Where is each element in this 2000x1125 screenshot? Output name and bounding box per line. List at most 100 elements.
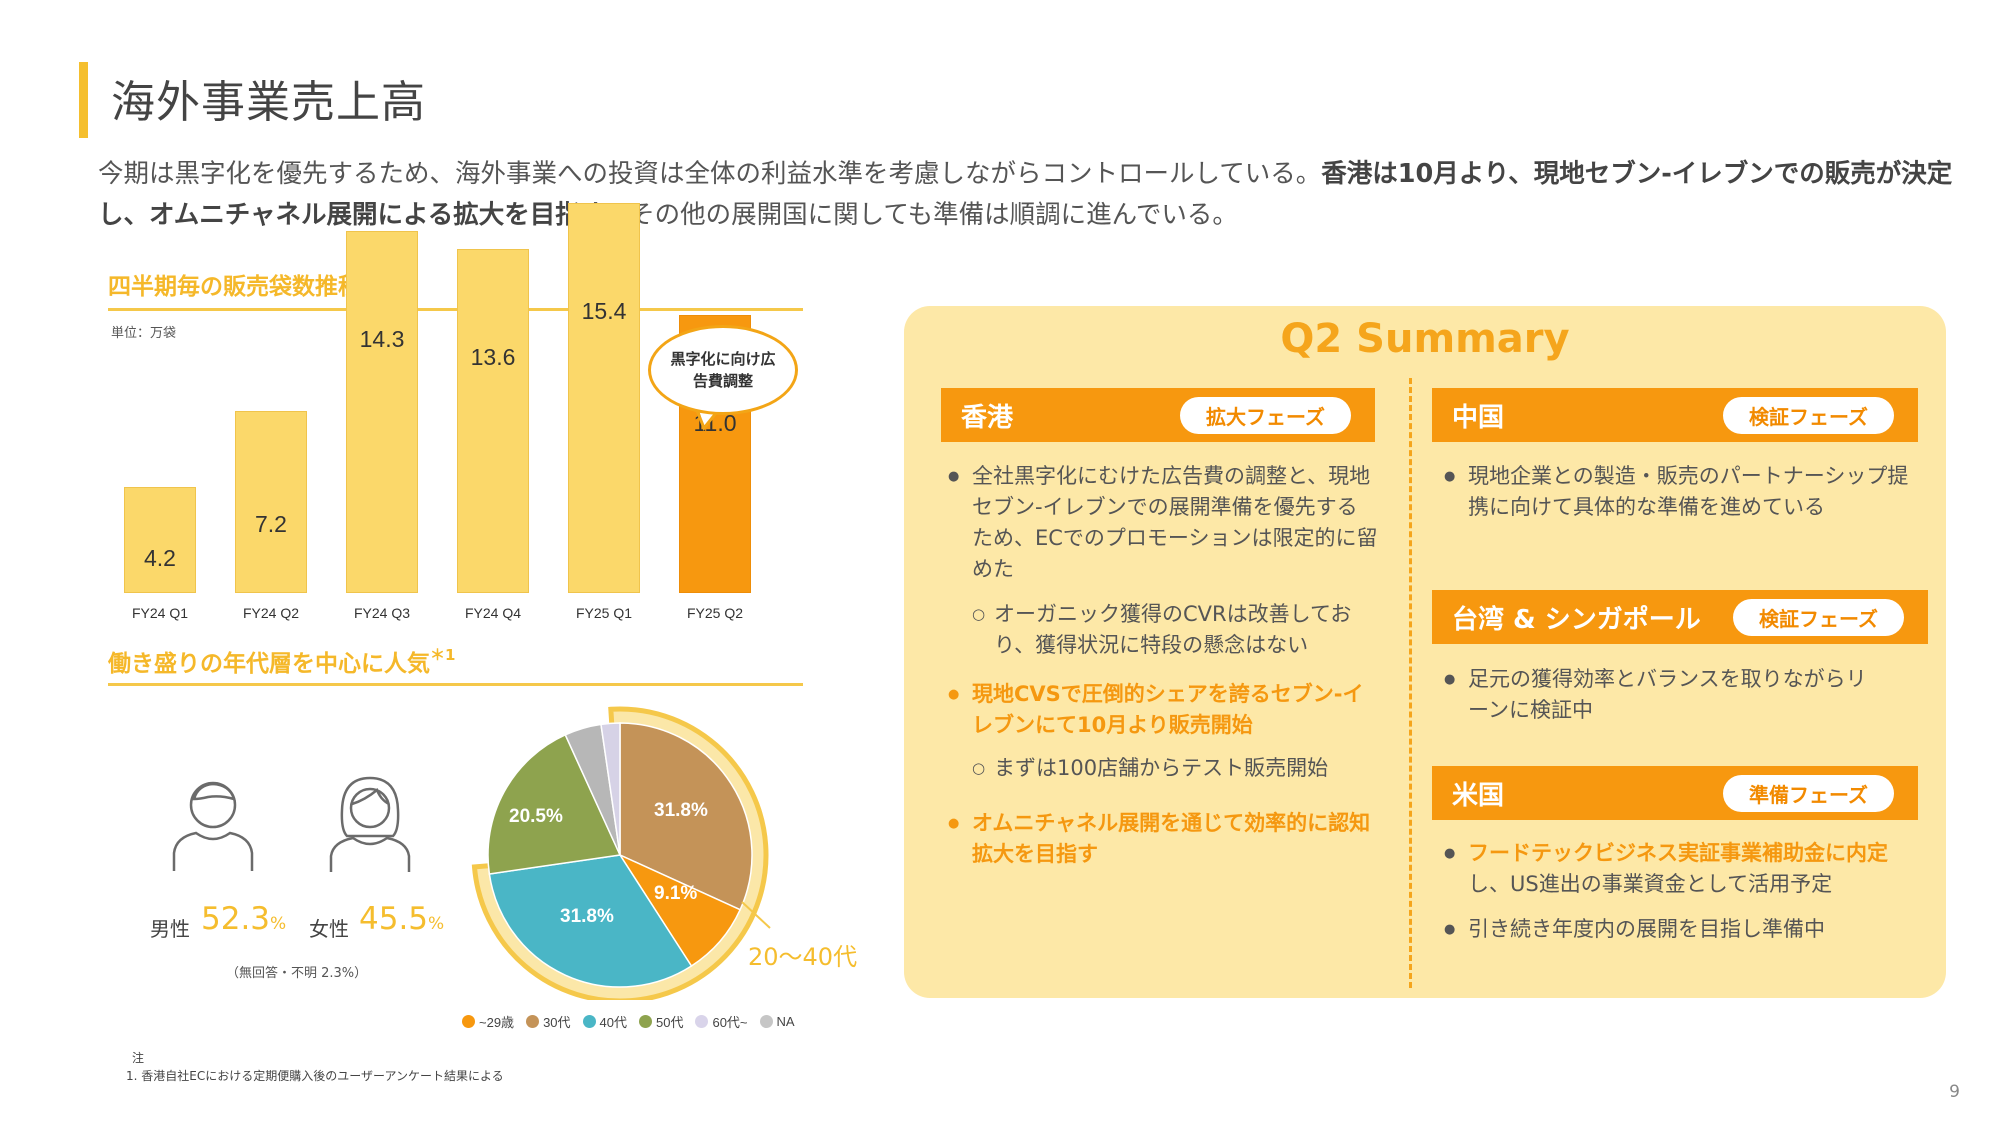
bar-value-label: 7.2 (255, 511, 287, 538)
legend-label: 30代 (543, 1015, 571, 1030)
hongkong-bullet-1: 全社黒字化にむけた広告費の調整と、現地セブン-イレブンでの展開準備を優先するため… (948, 461, 1378, 585)
bar-fy24-q4 (457, 248, 529, 593)
note-heading: 注 (132, 1051, 145, 1065)
bar-category-label: FY24 Q3 (353, 605, 411, 621)
bar-section-divider (108, 308, 803, 311)
legend-label: NA (776, 1014, 795, 1029)
female-percentage: 45.5% (359, 901, 444, 937)
pie-legend: ~29歳 30代 40代 50代 60代~ NA (462, 1012, 795, 1031)
pie-slice-40代 (488, 854, 693, 988)
summary-title: Q2 Summary (1280, 316, 1570, 362)
male-pct-sign: % (270, 914, 287, 934)
male-pct-value: 52.3 (201, 901, 271, 937)
intro-bold: 香港は10月より、現地セブン-イレブンでの販売が決定し、オムニチャネル展開による… (98, 159, 1953, 230)
china-bullets: 現地企業との製造・販売のパートナーシップ提携に向けて具体的な準備を進めている (1444, 461, 1924, 523)
legend-label: 50代 (656, 1015, 684, 1030)
pie-slice-30代 (619, 722, 753, 911)
legend-swatch (695, 1015, 709, 1028)
female-person-icon (329, 776, 411, 872)
legend-label: 40代 (599, 1015, 627, 1030)
note-body: 1. 香港自社ECにおける定期便購入後のユーザーアンケート結果による (126, 1069, 504, 1083)
legend-item: 30代 (526, 1012, 571, 1031)
region-header-us: 米国 準備フェーズ (1432, 766, 1918, 820)
legend-item: 60代~ (695, 1012, 748, 1031)
bar-section-title: 四半期毎の販売袋数推移 (108, 274, 361, 300)
bar-value-label: 14.3 (359, 326, 405, 353)
phase-badge-us: 準備フェーズ (1723, 774, 1894, 812)
age-pie-chart (471, 706, 769, 1000)
region-name-china: 中国 (1452, 402, 1505, 433)
hongkong-sub-2: まずは100店舗からテスト販売開始 (948, 753, 1378, 784)
page-title: 海外事業売上高 (111, 77, 426, 128)
bar-category-label: FY24 Q4 (464, 605, 522, 621)
demo-title-footnote-mark: ＊1 (430, 646, 456, 664)
bar-fy25-q1 (568, 203, 640, 593)
taiwan-bullet-1: 足元の獲得効率とバランスを取りながらリーンに検証中 (1444, 664, 1874, 726)
legend-label: 60代~ (712, 1015, 748, 1030)
phase-badge-china: 検証フェーズ (1723, 396, 1894, 434)
bar-fy24-q2 (235, 410, 307, 593)
region-header-taiwan-singapore: 台湾 & シンガポール 検証フェーズ (1432, 590, 1928, 644)
us-bullet-1-rest: し、US進出の事業資金として活用予定 (1468, 872, 1833, 896)
us-bullets: フードテックビジネス実証事業補助金に内定し、US進出の事業資金として活用予定 引… (1444, 838, 1914, 945)
demo-title-text: 働き盛りの年代層を中心に人気 (108, 651, 430, 677)
legend-swatch (526, 1015, 540, 1028)
male-person-icon (172, 781, 254, 871)
pie-label-30s: 31.8% (654, 800, 708, 821)
age-group-leader-line (741, 901, 771, 929)
intro-text: 今期は黒字化を優先するため、海外事業への投資は全体の利益水準を考慮しながらコント… (98, 154, 1958, 236)
intro-part-2: その他の展開国に関しても準備は順調に進んでいる。 (629, 200, 1238, 230)
legend-swatch (462, 1015, 475, 1028)
hongkong-bullets: 全社黒字化にむけた広告費の調整と、現地セブン-イレブンでの展開準備を優先するため… (948, 461, 1378, 870)
no-answer-note: （無回答・不明 2.3%） (226, 966, 368, 981)
chart-unit: 単位：万袋 (111, 326, 177, 341)
title-accent-bar (79, 62, 88, 138)
bar-value-label: 13.6 (470, 343, 516, 370)
region-name-taiwan-singapore: 台湾 & シンガポール (1452, 604, 1701, 635)
bar-category-label: FY24 Q2 (242, 605, 300, 621)
legend-swatch (639, 1015, 652, 1028)
region-header-china: 中国 検証フェーズ (1432, 388, 1918, 442)
phase-badge-taiwan-singapore: 検証フェーズ (1733, 598, 1904, 636)
legend-swatch (759, 1015, 773, 1028)
male-label: 男性 (150, 917, 190, 941)
bar-fy24-q3 (346, 231, 418, 593)
region-header-hongkong: 香港 拡大フェーズ (941, 388, 1375, 442)
female-pct-value: 45.5 (359, 901, 429, 937)
pie-slice-50代 (487, 733, 622, 875)
female-label: 女性 (309, 917, 349, 941)
q2-summary-panel: Q2 Summary 香港 拡大フェーズ 全社黒字化にむけた広告費の調整と、現地… (904, 306, 1946, 998)
bar-fy24-q1 (124, 486, 196, 593)
bar-value-label: 15.4 (581, 298, 627, 325)
demo-section-divider (108, 683, 803, 686)
taiwan-bullets: 足元の獲得効率とバランスを取りながらリーンに検証中 (1444, 664, 1874, 726)
age-group-label: 20〜40代 (748, 943, 858, 971)
legend-item: 50代 (639, 1012, 683, 1031)
legend-item: ~29歳 (462, 1012, 514, 1031)
legend-item: NA (759, 1012, 795, 1031)
us-bullet-1-highlight: フードテックビジネス実証事業補助金に内定 (1468, 841, 1888, 865)
bar-value-label: 4.2 (144, 545, 176, 572)
summary-divider (1409, 378, 1412, 988)
pie-label-40s: 31.8% (560, 906, 614, 927)
china-bullet-1: 現地企業との製造・販売のパートナーシップ提携に向けて具体的な準備を進めている (1444, 461, 1924, 523)
pie-slice-NA (600, 722, 621, 856)
hongkong-bullet-3: オムニチャネル展開を通じて効率的に認知拡大を目指す (948, 808, 1378, 870)
legend-swatch (582, 1015, 596, 1028)
male-percentage: 52.3% (201, 901, 286, 937)
legend-label: ~29歳 (479, 1015, 515, 1030)
region-name-us: 米国 (1452, 780, 1505, 811)
hongkong-bullet-2: 現地CVSで圧倒的シェアを誇るセブン-イレブンにて10月より販売開始 (948, 679, 1378, 741)
region-name-hongkong: 香港 (961, 402, 1014, 433)
us-bullet-2: 引き続き年度内の展開を目指し準備中 (1444, 914, 1914, 945)
hongkong-sub-1: オーガニック獲得のCVRは改善しており、獲得状況に特段の懸念はない (948, 599, 1378, 661)
callout-text: 黒字化に向け広告費調整 (670, 350, 776, 390)
bar-category-label: FY25 Q2 (686, 605, 744, 621)
legend-item: 40代 (582, 1012, 627, 1031)
intro-part-1: 今期は黒字化を優先するため、海外事業への投資は全体の利益水準を考慮しながらコント… (98, 159, 1322, 189)
phase-badge-hongkong: 拡大フェーズ (1180, 396, 1351, 434)
callout-bubble: 黒字化に向け広告費調整 (648, 325, 798, 415)
female-pct-sign: % (428, 914, 445, 934)
bar-category-label: FY25 Q1 (575, 605, 633, 621)
bar-category-label: FY24 Q1 (131, 605, 189, 621)
